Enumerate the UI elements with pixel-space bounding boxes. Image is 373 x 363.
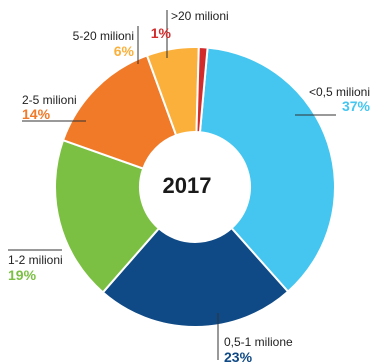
slice-lt05 bbox=[198, 46, 336, 294]
slice-pct-2-5: 14% bbox=[22, 106, 51, 122]
slice-pct-lt05: 37% bbox=[342, 98, 371, 114]
center-year-label: 2017 bbox=[163, 173, 212, 198]
slice-pct-gt20: 1% bbox=[151, 25, 172, 41]
slice-label-2-5: 2-5 milioni bbox=[22, 93, 77, 107]
leader-lines bbox=[8, 10, 336, 360]
slice-label-lt05: <0,5 milioni bbox=[309, 85, 370, 99]
slice-gt20 bbox=[195, 46, 209, 134]
slice-label-5-20: 5-20 milioni bbox=[73, 29, 134, 43]
slice-1-2 bbox=[54, 138, 161, 294]
slice-2-5 bbox=[61, 54, 178, 170]
slice-label-gt20: >20 milioni bbox=[171, 9, 229, 23]
slice-label-1-2: 1-2 milioni bbox=[8, 253, 63, 267]
slice-pct-05-1: 23% bbox=[224, 349, 253, 363]
donut-slices bbox=[54, 46, 336, 328]
slice-pct-5-20: 6% bbox=[114, 43, 135, 59]
slice-pct-1-2: 19% bbox=[8, 267, 37, 283]
slice-label-05-1: 0,5-1 milione bbox=[224, 335, 293, 349]
slice-05-1 bbox=[101, 226, 290, 328]
